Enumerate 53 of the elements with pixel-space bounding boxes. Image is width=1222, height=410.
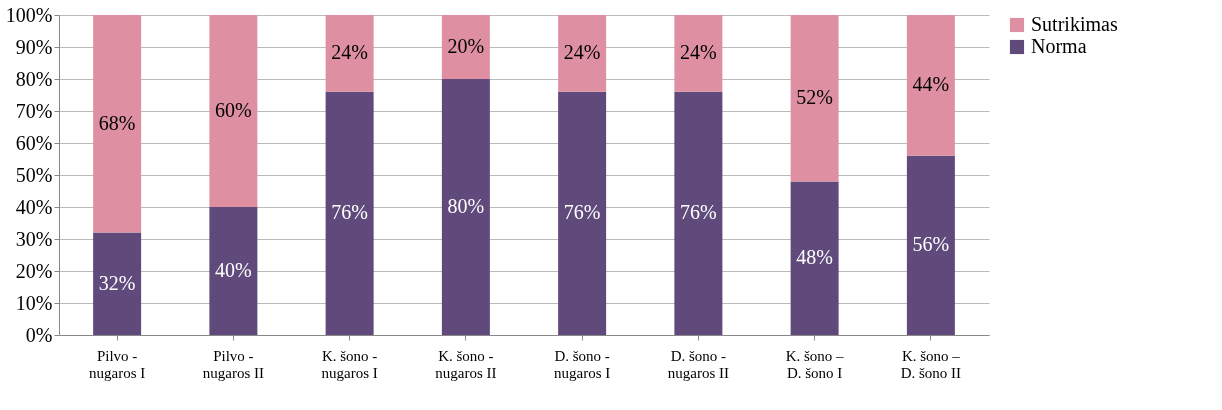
bar: [674, 91, 723, 335]
data-label: 80%: [447, 195, 485, 217]
x-tick-label: D. šono - nugaros I: [554, 347, 611, 381]
bar: [441, 15, 490, 79]
data-label: 76%: [680, 201, 717, 224]
bar: [209, 15, 258, 207]
data-label: 40%: [215, 259, 252, 281]
y-tick-label: 60%: [15, 131, 53, 154]
bar: [790, 181, 839, 335]
data-label: 24%: [680, 41, 717, 64]
data-label: 52%: [796, 86, 833, 109]
x-tick-label: K. šono - nugaros II: [435, 347, 497, 381]
y-tick-label: 30%: [15, 227, 53, 250]
data-label: 76%: [331, 201, 368, 224]
y-tick-label: 40%: [15, 195, 53, 218]
bar: [906, 15, 955, 156]
data-label: 68%: [98, 111, 136, 134]
bar: [93, 232, 142, 335]
data-label: 60%: [215, 99, 252, 121]
y-tick-label: 80%: [15, 67, 53, 90]
legend-label: Norma: [1031, 35, 1087, 57]
data-label: 32%: [98, 271, 136, 294]
x-tick-label: K. šono – D. šono II: [900, 347, 962, 381]
bar: [558, 91, 607, 335]
bar: [906, 155, 955, 335]
bar: [325, 91, 374, 335]
bar: [441, 79, 490, 335]
data-label: 44%: [912, 73, 950, 96]
x-tick-label: Pilvo - nugaros I: [89, 347, 146, 381]
x-tick-label: K. šono – D. šono I: [785, 347, 845, 381]
y-tick-label: 10%: [15, 291, 53, 314]
data-label: 20%: [447, 35, 485, 57]
data-label: 24%: [331, 41, 368, 64]
y-tick-label: 70%: [15, 99, 53, 122]
data-label: 76%: [563, 201, 601, 224]
bar: [674, 15, 723, 92]
legend-label: Sutrikimas: [1031, 13, 1118, 35]
y-tick-label: 100%: [5, 3, 53, 26]
data-label: 24%: [563, 41, 601, 64]
bar: [558, 15, 607, 92]
bar: [209, 207, 258, 335]
x-tick-label: D. šono - nugaros II: [667, 347, 729, 381]
data-label: 56%: [912, 233, 950, 256]
bar: [790, 15, 839, 182]
y-tick-label: 50%: [15, 163, 53, 186]
y-tick-label: 90%: [15, 35, 53, 58]
bar: [93, 15, 142, 233]
x-tick-label: Pilvo - nugaros II: [202, 347, 264, 381]
bar: [325, 15, 374, 92]
data-label: 48%: [796, 246, 833, 269]
x-tick-label: K. šono - nugaros I: [321, 347, 378, 381]
y-tick-label: 0%: [25, 323, 53, 346]
y-tick-label: 20%: [15, 259, 53, 282]
